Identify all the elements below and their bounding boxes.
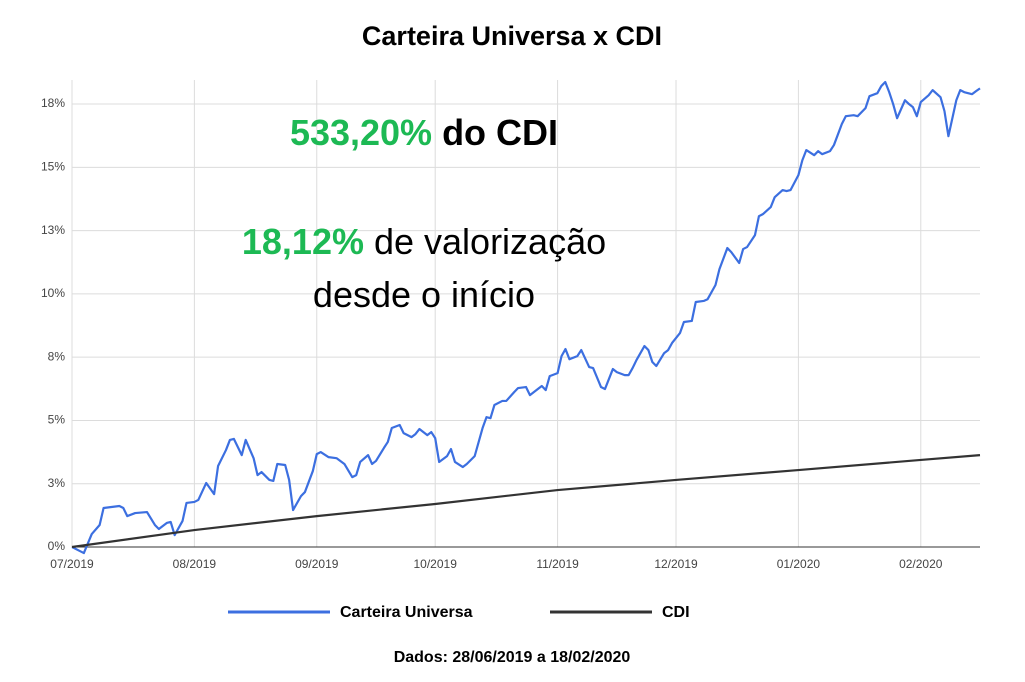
annotation: desde o início xyxy=(313,274,535,315)
annotation: 533,20% do CDI xyxy=(290,112,558,153)
x-tick-label: 10/2019 xyxy=(414,557,458,571)
legend-label: Carteira Universa xyxy=(340,604,473,621)
y-tick-label: 18% xyxy=(41,96,65,110)
y-tick-label: 3% xyxy=(48,476,66,490)
x-tick-label: 02/2020 xyxy=(899,557,943,571)
x-tick-label: 09/2019 xyxy=(295,557,339,571)
y-tick-label: 10% xyxy=(41,286,65,300)
annotation-text: desde o início xyxy=(313,274,535,315)
chart-title: Carteira Universa x CDI xyxy=(362,21,662,51)
y-tick-label: 0% xyxy=(48,539,66,553)
x-tick-label: 11/2019 xyxy=(536,557,579,571)
y-tick-label: 15% xyxy=(41,159,65,173)
series-line xyxy=(71,454,981,549)
x-tick-label: 08/2019 xyxy=(173,557,217,571)
annotation-text: do CDI xyxy=(442,112,558,153)
footer: Dados: 28/06/2019 a 18/02/2020 xyxy=(394,649,631,666)
y-tick-label: 13% xyxy=(41,223,65,237)
y-tick-label: 5% xyxy=(48,413,66,427)
annotation-text: de valorização xyxy=(374,221,606,262)
annotation: 18,12% de valorização xyxy=(242,221,606,262)
annotation-highlight: 18,12% xyxy=(242,221,364,262)
x-tick-label: 07/2019 xyxy=(50,557,94,571)
x-tick-label: 12/2019 xyxy=(654,557,698,571)
series-line xyxy=(71,80,981,555)
annotation-highlight: 533,20% xyxy=(290,112,432,153)
x-tick-label: 01/2020 xyxy=(777,557,821,571)
legend-label: CDI xyxy=(662,604,690,621)
y-tick-label: 8% xyxy=(48,349,66,363)
